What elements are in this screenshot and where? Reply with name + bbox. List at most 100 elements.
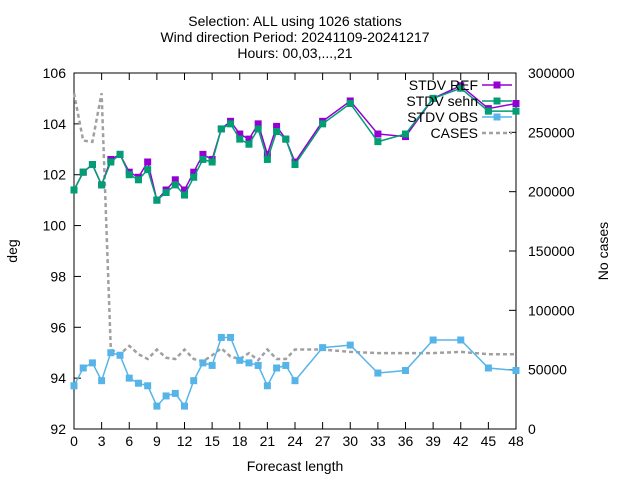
data-point-stdv-obs — [282, 361, 290, 369]
data-point-stdv-obs — [217, 333, 225, 341]
data-point-stdv-sehn — [319, 120, 327, 128]
data-point-stdv-sehn — [484, 107, 492, 115]
legend-swatch-marker — [493, 97, 501, 105]
x-tick-label: 24 — [287, 433, 303, 449]
data-point-stdv-sehn — [181, 191, 188, 199]
y2-tick-label: 150000 — [528, 243, 575, 259]
data-point-stdv-obs — [457, 336, 465, 344]
x-tick-label: 21 — [260, 433, 276, 449]
data-point-stdv-obs — [153, 402, 161, 410]
y-tick-label: 98 — [50, 268, 66, 284]
y-axis-label: deg — [4, 239, 20, 262]
data-point-stdv-sehn — [144, 166, 152, 174]
data-point-stdv-sehn — [162, 189, 170, 197]
x-tick-label: 6 — [125, 433, 133, 449]
data-point-stdv-sehn — [429, 94, 437, 102]
data-point-stdv-obs — [291, 377, 299, 385]
data-point-stdv-sehn — [245, 140, 253, 148]
data-point-stdv-obs — [70, 382, 78, 390]
data-point-stdv-sehn — [107, 158, 115, 166]
data-point-stdv-sehn — [227, 120, 235, 128]
data-point-stdv-obs — [134, 379, 142, 387]
legend-label: STDV OBS — [407, 109, 478, 125]
data-point-stdv-obs — [374, 369, 382, 377]
data-point-stdv-sehn — [171, 181, 179, 189]
data-point-stdv-obs — [79, 364, 87, 372]
data-point-stdv-obs — [346, 341, 354, 349]
data-point-stdv-ref — [245, 135, 253, 143]
y2-tick-label: 200000 — [528, 184, 575, 200]
data-point-stdv-sehn — [282, 135, 290, 143]
y2-tick-label: 50000 — [528, 362, 567, 378]
x-tick-label: 45 — [481, 433, 497, 449]
y-tick-label: 106 — [43, 65, 67, 81]
y2-tick-label: 100000 — [528, 302, 575, 318]
series-stdv-obs — [70, 333, 520, 410]
x-tick-label: 15 — [204, 433, 220, 449]
x-tick-label: 12 — [177, 433, 193, 449]
data-point-stdv-obs — [190, 377, 198, 385]
data-point-stdv-ref — [190, 168, 198, 176]
data-point-stdv-obs — [484, 364, 492, 372]
data-point-stdv-obs — [319, 344, 327, 352]
data-point-stdv-ref — [236, 130, 244, 138]
data-point-stdv-ref — [273, 122, 281, 130]
data-point-stdv-ref — [181, 186, 188, 194]
x-tick-label: 27 — [315, 433, 331, 449]
data-point-stdv-obs — [171, 389, 179, 397]
x-tick-label: 0 — [70, 433, 78, 449]
y-tick-label: 94 — [50, 370, 66, 386]
y-tick-label: 100 — [43, 218, 67, 234]
y2-tick-label: 300000 — [528, 65, 575, 81]
series-stdv-sehn — [70, 84, 520, 204]
series-line-stdv-obs — [73, 336, 517, 408]
data-point-stdv-sehn — [125, 171, 133, 179]
data-point-stdv-sehn — [457, 84, 465, 92]
data-point-stdv-sehn — [88, 161, 96, 169]
y-tick-label: 92 — [50, 421, 66, 437]
data-point-stdv-obs — [162, 392, 170, 400]
data-point-stdv-obs — [116, 351, 124, 359]
data-point-stdv-sehn — [79, 168, 87, 176]
legend-swatch-marker — [493, 81, 501, 89]
y-tick-label: 104 — [43, 116, 67, 132]
data-point-stdv-obs — [208, 361, 216, 369]
data-point-stdv-sehn — [153, 196, 161, 204]
x-tick-label: 3 — [98, 433, 106, 449]
data-point-stdv-obs — [144, 382, 152, 390]
data-point-stdv-sehn — [134, 176, 142, 184]
data-point-stdv-obs — [88, 359, 96, 367]
data-point-stdv-obs — [273, 364, 281, 372]
data-point-stdv-obs — [236, 356, 244, 364]
legend-swatch-marker — [493, 113, 501, 121]
data-point-stdv-sehn — [254, 125, 262, 133]
data-point-stdv-ref — [199, 150, 207, 158]
data-point-stdv-ref — [263, 150, 271, 158]
data-point-stdv-sehn — [512, 107, 520, 115]
y2-tick-label: 250000 — [528, 124, 575, 140]
y2-tick-label: 0 — [528, 421, 536, 437]
axis-ticks: 0 3 6 9 12 15 18 21 24 27 30 33 36 39 42 45 489294969810… — [4, 65, 611, 474]
legend-label: STDV sehn — [406, 93, 478, 109]
data-point-stdv-ref — [254, 120, 262, 128]
x-tick-label: 33 — [370, 433, 386, 449]
data-point-stdv-sehn — [263, 155, 271, 163]
data-point-stdv-sehn — [190, 173, 198, 181]
data-point-stdv-sehn — [402, 130, 409, 138]
data-point-stdv-obs — [181, 402, 188, 410]
data-point-stdv-sehn — [199, 155, 207, 163]
y2-axis-label: No cases — [595, 222, 611, 280]
data-point-stdv-sehn — [217, 125, 225, 133]
data-point-stdv-ref — [171, 176, 179, 184]
x-tick-label: 18 — [232, 433, 248, 449]
data-point-stdv-sehn — [346, 100, 354, 108]
x-tick-label: 39 — [425, 433, 441, 449]
data-point-stdv-obs — [254, 361, 262, 369]
data-point-stdv-obs — [125, 374, 133, 382]
data-point-stdv-sehn — [236, 135, 244, 143]
data-point-stdv-obs — [263, 382, 271, 390]
title-line-1: Wind direction Period: 20241109-20241217 — [160, 29, 429, 45]
x-tick-label: 42 — [453, 433, 469, 449]
